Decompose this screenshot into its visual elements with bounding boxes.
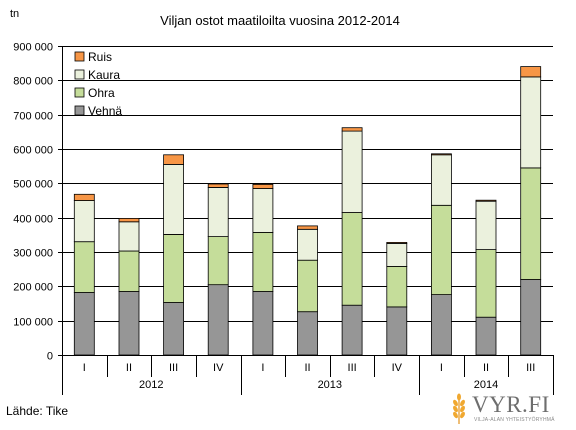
legend-swatch-vehnä [74,105,85,116]
x-tick-label: I [83,362,86,374]
bar-segment-ruis [341,127,363,132]
bar-segment-ruis [386,241,408,244]
y-tick-label: 900 000 [13,42,53,54]
x-tick-label: II [304,362,310,374]
legend-label-ruis: Ruis [88,50,112,64]
chart-title: Viljan ostot maatiloilta vuosina 2012-20… [160,13,400,28]
bar-segment-ruis [118,217,140,223]
gridlines [62,46,553,322]
bar-segment-vehnä [475,316,497,356]
legend-label-vehnä: Vehnä [88,104,122,118]
group-label: 2014 [474,379,498,391]
bar-segment-ohra [163,234,185,303]
legend-swatch-ruis [74,51,85,62]
y-tick-label: 400 000 [13,214,53,226]
bar-segment-vehnä [341,304,363,356]
legend: Ruis Kaura Ohra Vehnä [74,50,122,118]
bar-segment-kaura [341,130,363,213]
bar-segment-vehnä [118,291,140,356]
bar-segment-ruis [163,154,185,165]
bar-segment-ohra [207,236,229,286]
bar-segment-kaura [252,188,274,233]
y-tick-label: 700 000 [13,111,53,123]
bar-segment-kaura [520,76,542,169]
bar-segment-kaura [207,187,229,237]
bar-segment-kaura [386,242,408,267]
bar-segment-vehnä [297,311,318,356]
wheat-icon [453,393,465,424]
bar-segment-ohra [73,241,95,293]
bar-segment-vehnä [430,294,452,356]
logo-subtitle: VILJA-ALAN YHTEISTYÖRYHMÄ [474,417,555,423]
bar-segment-kaura [430,154,452,206]
bars [73,66,542,356]
bar-segment-ohra [386,265,408,308]
bar-segment-ruis [475,199,497,202]
y-tick-label: 0 [47,351,53,363]
legend-label-ohra: Ohra [88,86,115,100]
bar-segment-ohra [118,250,140,292]
bar-segment-kaura [475,200,497,250]
x-tick-label: IV [392,362,403,374]
y-tick-label: 100 000 [13,317,53,329]
bar-segment-vehnä [207,284,229,356]
source-note: Lähde: Tike [6,404,69,418]
bar-segment-vehnä [73,292,95,356]
bar-segment-vehnä [386,306,408,356]
bar-segment-vehnä [520,279,542,356]
y-tick-label: 600 000 [13,145,53,157]
bar-segment-kaura [118,221,140,252]
legend-swatch-kaura [74,69,85,80]
y-tick-label: 500 000 [13,179,53,191]
bar-segment-ruis [297,225,318,230]
bar-segment-ruis [520,66,542,78]
legend-swatch-ohra [74,87,85,98]
bar-segment-kaura [163,163,185,235]
vyr-logo: VYR.FI VILJA-ALAN YHTEISTYÖRYHMÄ [448,392,568,427]
x-tick-label: I [440,362,443,374]
bar-segment-ohra [341,212,363,306]
y-tick-label: 200 000 [13,282,53,294]
bar-segment-kaura [297,228,318,261]
x-tick-label: I [261,362,264,374]
y-tick-label: 300 000 [13,248,53,260]
legend-label-kaura: Kaura [88,68,120,82]
bar-segment-ohra [520,167,542,280]
bar-segment-ruis [430,153,452,156]
group-label: 2012 [139,379,163,391]
x-tick-label: III [169,362,178,374]
y-axis-unit-label: tn [10,8,19,20]
bar-segment-ruis [207,183,229,188]
group-label: 2013 [318,379,342,391]
x-tick-label: IV [213,362,224,374]
bar-segment-ohra [430,204,452,296]
x-tick-label: III [526,362,535,374]
x-tick-label: III [348,362,357,374]
bar-segment-kaura [73,200,95,243]
axes: 0 100 000 200 000 300 000 400 000 500 000 600 … [13,42,554,395]
bar-segment-ohra [297,259,318,313]
bar-segment-vehnä [252,291,274,356]
x-tick-label: II [483,362,489,374]
bar-segment-ruis [252,183,274,189]
x-tick-label: II [126,362,132,374]
bar-segment-ruis [73,193,95,201]
bar-segment-ohra [475,249,497,318]
logo-name: VYR.FI [472,392,550,417]
bar-segment-ohra [252,231,274,292]
stacked-bar-chart: Viljan ostot maatiloilta vuosina 2012-20… [10,8,554,395]
bar-segment-vehnä [163,302,185,356]
y-tick-label: 800 000 [13,76,53,88]
